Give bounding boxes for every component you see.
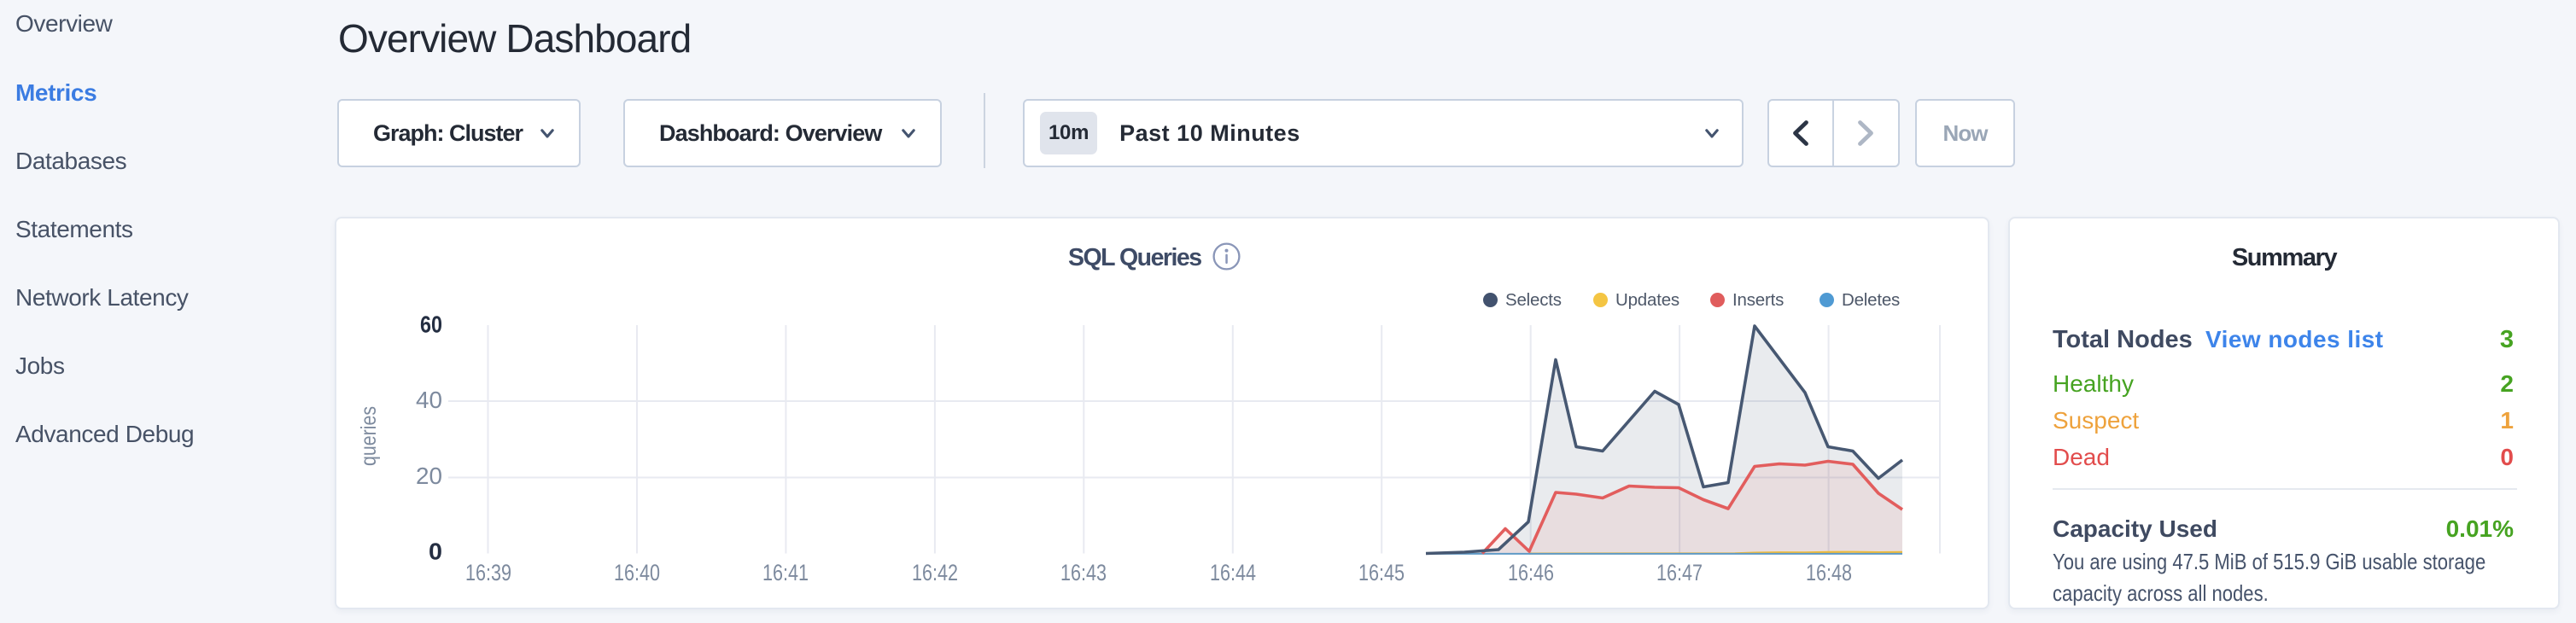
svg-text:16:47: 16:47 (1656, 560, 1703, 585)
svg-text:40: 40 (416, 387, 442, 413)
svg-text:16:48: 16:48 (1806, 560, 1852, 585)
svg-text:16:46: 16:46 (1508, 560, 1554, 585)
svg-text:16:39: 16:39 (465, 560, 511, 585)
svg-text:60: 60 (420, 312, 442, 338)
svg-text:queries: queries (357, 406, 381, 466)
svg-text:16:44: 16:44 (1210, 560, 1256, 585)
svg-text:16:41: 16:41 (762, 560, 809, 585)
svg-text:16:43: 16:43 (1060, 560, 1107, 585)
svg-text:16:40: 16:40 (614, 560, 660, 585)
svg-text:20: 20 (416, 463, 442, 489)
svg-text:0: 0 (429, 539, 442, 565)
svg-text:16:45: 16:45 (1358, 560, 1405, 585)
svg-text:16:42: 16:42 (912, 560, 958, 585)
